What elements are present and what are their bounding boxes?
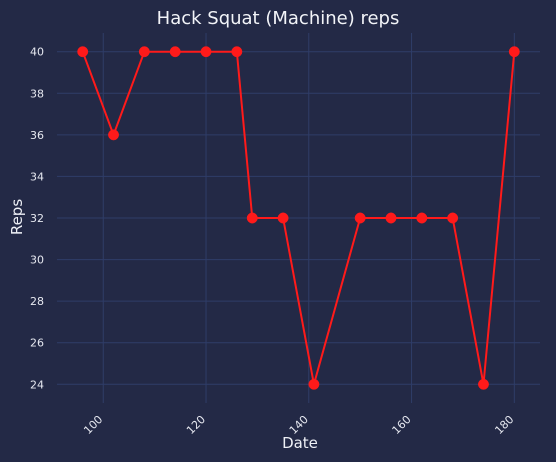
x-tick-label: 100 [81,413,105,437]
data-point [354,212,366,224]
y-axis-title: Reps [8,199,26,235]
y-tick-label: 38 [30,87,44,100]
data-point [246,212,258,224]
data-point [169,46,181,58]
data-point [277,212,289,224]
y-tick-label: 34 [30,170,44,183]
grid-layer [57,33,540,403]
x-tick-label: 120 [184,413,208,437]
data-point [447,212,459,224]
data-point [108,129,119,141]
data-point [77,46,89,58]
x-tick-label: 180 [492,413,516,437]
data-point [138,46,150,58]
data-point [508,46,520,58]
point-layer [77,46,520,390]
y-tick-label: 30 [30,254,44,267]
data-point [385,212,397,224]
data-point [200,46,212,58]
data-point [308,378,320,390]
data-point [416,212,428,224]
y-tick-label: 40 [30,46,44,59]
chart-title: Hack Squat (Machine) reps [157,8,400,29]
x-tick-label: 160 [390,413,414,437]
y-tick-label: 26 [30,337,44,350]
data-point [478,378,489,390]
y-tick-label: 28 [30,295,44,308]
y-tick-label: 36 [30,129,44,142]
y-tick-label: 32 [30,212,44,225]
x-axis-title: Date [282,434,318,452]
data-point [231,46,243,58]
y-tick-label: 24 [30,378,44,391]
